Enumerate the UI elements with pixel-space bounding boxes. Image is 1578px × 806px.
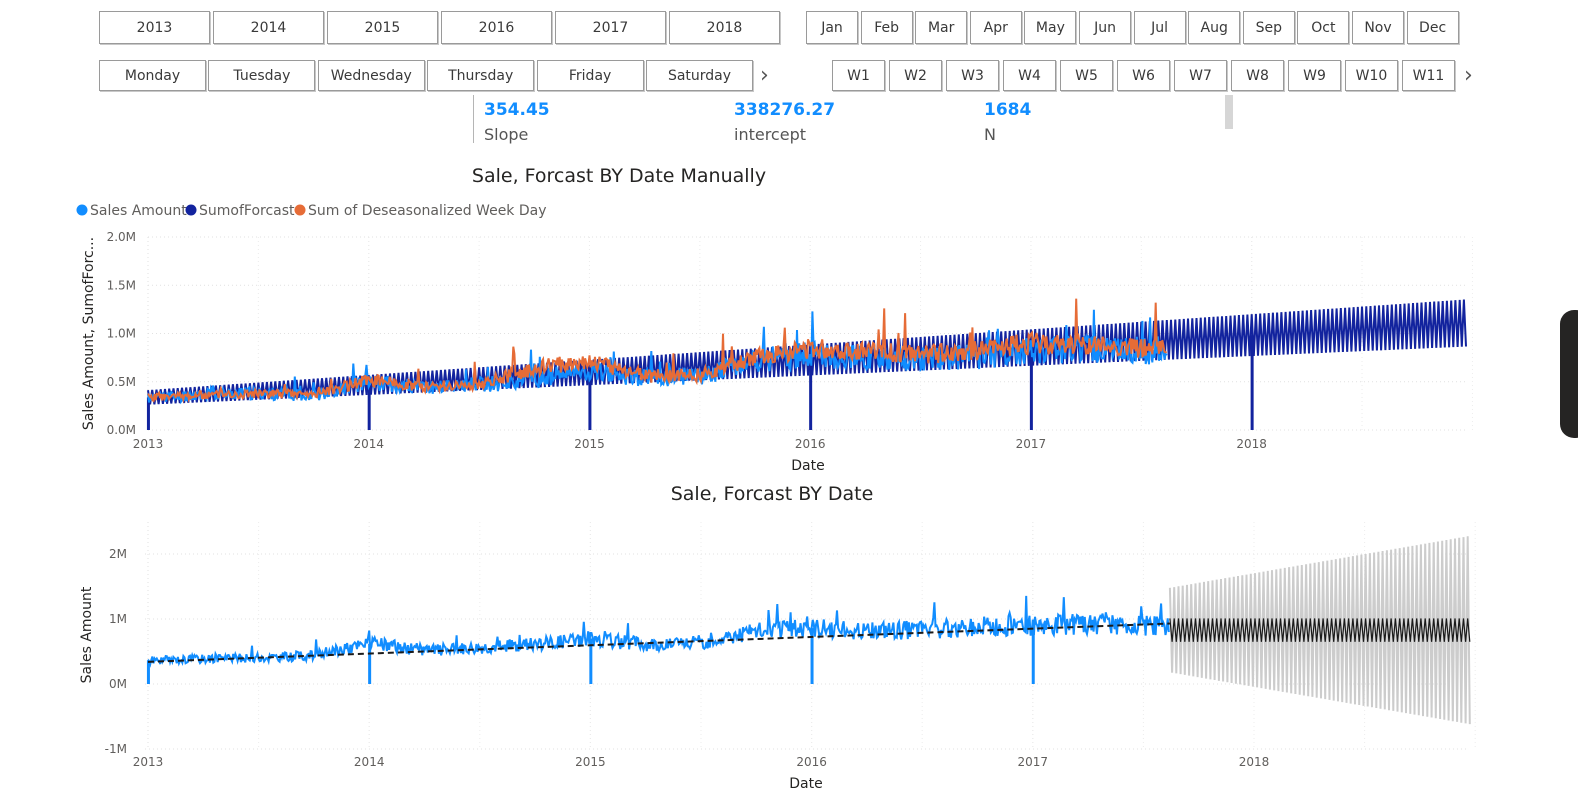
x-tick-label: 2015 xyxy=(575,755,606,769)
x-tick-label: 2018 xyxy=(1239,755,1270,769)
month-slicer-oct[interactable]: Oct xyxy=(1297,11,1350,44)
month-slicer-sep[interactable]: Sep xyxy=(1242,11,1295,44)
year-slicer-2015[interactable]: 2015 xyxy=(327,11,438,44)
weekday-slicer-tuesday[interactable]: Tuesday xyxy=(208,60,316,91)
weekday-slicer-friday[interactable]: Friday xyxy=(536,60,644,91)
chart1-title: Sale, Forcast BY Date Manually xyxy=(471,165,767,187)
month-slicer-may[interactable]: May xyxy=(1024,11,1077,44)
week-slicer-w5[interactable]: W5 xyxy=(1060,60,1113,91)
forecast-line xyxy=(1169,618,1471,642)
slope-label: Slope xyxy=(484,125,529,144)
week-slicer-w9[interactable]: W9 xyxy=(1288,60,1341,91)
week-slicer-w6[interactable]: W6 xyxy=(1117,60,1170,91)
slope-value: 354.45 xyxy=(484,100,550,120)
y-tick-label: -1M xyxy=(105,742,127,756)
weekday-slicer-thursday[interactable]: Thursday xyxy=(427,60,535,91)
week-slicer-w4[interactable]: W4 xyxy=(1003,60,1056,91)
year-slicer-2017[interactable]: 2017 xyxy=(555,11,666,44)
n-value: 1684 xyxy=(984,100,1032,120)
side-panel-handle[interactable] xyxy=(1560,310,1578,438)
weekday-slicer-wednesday[interactable]: Wednesday xyxy=(317,60,425,91)
year-slicer-2016[interactable]: 2016 xyxy=(441,11,552,44)
legend-marker xyxy=(294,204,306,216)
x-tick-label: 2017 xyxy=(1018,755,1049,769)
x-tick-label: 2013 xyxy=(133,755,164,769)
x-tick-label: 2018 xyxy=(1236,437,1267,451)
y-tick-label: 0.0M xyxy=(107,423,136,437)
x-axis-title: Date xyxy=(789,776,822,792)
week-slicer-w2[interactable]: W2 xyxy=(889,60,942,91)
month-slicer-feb[interactable]: Feb xyxy=(860,11,913,44)
week-slicer-w7[interactable]: W7 xyxy=(1174,60,1227,91)
x-tick-label: 2016 xyxy=(795,437,826,451)
month-slicer-mar[interactable]: Mar xyxy=(915,11,968,44)
chart2-title: Sale, Forcast BY Date xyxy=(670,483,874,505)
month-slicer-dec[interactable]: Dec xyxy=(1406,11,1459,44)
month-slicer-apr[interactable]: Apr xyxy=(969,11,1022,44)
legend-marker xyxy=(76,204,88,216)
year-slicer-2018[interactable]: 2018 xyxy=(669,11,780,44)
x-tick-label: 2014 xyxy=(353,437,384,451)
month-slicer-aug[interactable]: Aug xyxy=(1188,11,1241,44)
y-tick-label: 1M xyxy=(109,612,127,626)
intercept-label: intercept xyxy=(734,125,806,144)
y-tick-label: 0.5M xyxy=(107,375,136,389)
intercept-value: 338276.27 xyxy=(734,100,836,120)
x-tick-label: 2015 xyxy=(574,437,605,451)
n-label: N xyxy=(984,125,996,144)
x-tick-label: 2016 xyxy=(796,755,827,769)
week-slicer-w11[interactable]: W11 xyxy=(1402,60,1455,91)
legend-label: SumofForcast xyxy=(199,203,295,219)
sales-amount-series-line xyxy=(147,595,1170,668)
x-tick-label: 2013 xyxy=(133,437,164,451)
y-tick-label: 1.5M xyxy=(107,278,136,292)
legend-label: Sum of Deseasonalized Week Day xyxy=(308,203,547,219)
week-slicer-w8[interactable]: W8 xyxy=(1231,60,1284,91)
x-tick-label: 2017 xyxy=(1016,437,1047,451)
x-axis-title: Date xyxy=(791,458,824,474)
weekday-slicer-monday[interactable]: Monday xyxy=(99,60,206,91)
week-next-chevron-icon[interactable]: › xyxy=(1464,63,1473,88)
month-slicer-jun[interactable]: Jun xyxy=(1079,11,1131,44)
kpi-divider xyxy=(473,95,474,143)
y-axis-title: Sales Amount xyxy=(79,586,95,683)
week-slicer-w10[interactable]: W10 xyxy=(1345,60,1398,91)
deseasonalized-series-line xyxy=(147,298,1167,404)
weekday-slicer-saturday[interactable]: Saturday xyxy=(646,60,753,91)
week-slicer-w1[interactable]: W1 xyxy=(832,60,885,91)
y-tick-label: 2M xyxy=(109,547,127,561)
y-axis-title: Sales Amount, SumofForc... xyxy=(81,237,97,430)
x-tick-label: 2014 xyxy=(354,755,385,769)
y-tick-label: 1.0M xyxy=(107,327,136,341)
weekday-next-chevron-icon[interactable]: › xyxy=(760,63,769,88)
scroll-thumb[interactable] xyxy=(1225,95,1233,129)
month-slicer-nov[interactable]: Nov xyxy=(1352,11,1404,44)
trend-line xyxy=(147,622,1170,663)
year-slicer-2013[interactable]: 2013 xyxy=(99,11,210,44)
legend-label: Sales Amount xyxy=(90,203,187,219)
year-slicer-2014[interactable]: 2014 xyxy=(213,11,324,44)
month-slicer-jan[interactable]: Jan xyxy=(806,11,858,44)
month-slicer-jul[interactable]: Jul xyxy=(1133,11,1186,44)
week-slicer-w3[interactable]: W3 xyxy=(946,60,999,91)
legend-marker xyxy=(185,204,197,216)
y-tick-label: 2.0M xyxy=(107,230,136,244)
y-tick-label: 0M xyxy=(109,677,127,691)
